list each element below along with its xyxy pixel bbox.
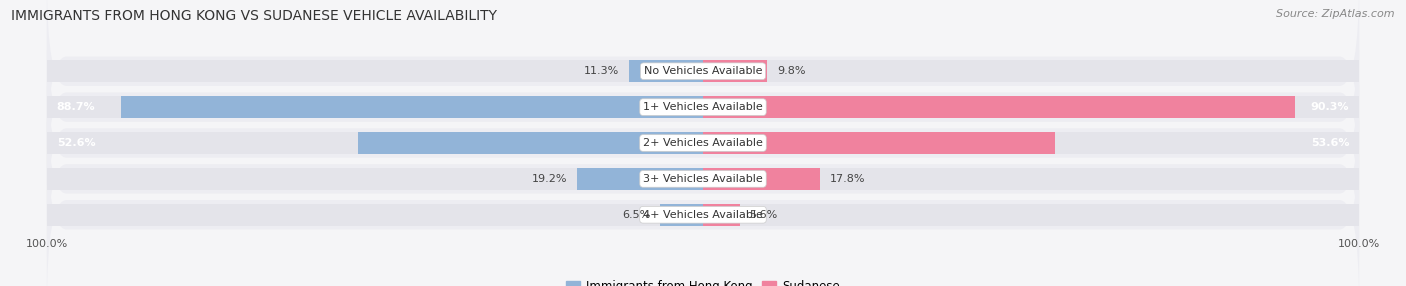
Bar: [121, 96, 703, 118]
Bar: [703, 204, 1360, 226]
Bar: [703, 96, 1295, 118]
Text: 17.8%: 17.8%: [830, 174, 865, 184]
Bar: [703, 60, 1360, 82]
Legend: Immigrants from Hong Kong, Sudanese: Immigrants from Hong Kong, Sudanese: [561, 276, 845, 286]
Text: Source: ZipAtlas.com: Source: ZipAtlas.com: [1277, 9, 1395, 19]
FancyBboxPatch shape: [46, 86, 1360, 272]
Bar: [703, 60, 768, 82]
Bar: [661, 204, 703, 226]
Text: 3+ Vehicles Available: 3+ Vehicles Available: [643, 174, 763, 184]
Bar: [703, 168, 1360, 190]
Bar: [703, 96, 1360, 118]
Bar: [703, 204, 740, 226]
Text: 90.3%: 90.3%: [1310, 102, 1350, 112]
Bar: [576, 168, 703, 190]
Text: 2+ Vehicles Available: 2+ Vehicles Available: [643, 138, 763, 148]
Bar: [628, 60, 703, 82]
Text: 11.3%: 11.3%: [583, 66, 619, 76]
FancyBboxPatch shape: [46, 50, 1360, 236]
Bar: [703, 168, 820, 190]
Bar: [46, 204, 703, 226]
Bar: [703, 132, 1360, 154]
FancyBboxPatch shape: [46, 14, 1360, 200]
Text: 19.2%: 19.2%: [531, 174, 567, 184]
Text: 53.6%: 53.6%: [1310, 138, 1350, 148]
FancyBboxPatch shape: [46, 0, 1360, 164]
Text: 88.7%: 88.7%: [56, 102, 96, 112]
Text: 52.6%: 52.6%: [56, 138, 96, 148]
Bar: [359, 132, 703, 154]
Text: 9.8%: 9.8%: [778, 66, 806, 76]
Bar: [46, 96, 703, 118]
Bar: [703, 132, 1054, 154]
Bar: [46, 168, 703, 190]
Bar: [46, 60, 703, 82]
Text: 5.6%: 5.6%: [749, 210, 778, 220]
Bar: [46, 132, 703, 154]
FancyBboxPatch shape: [46, 122, 1360, 286]
Text: 1+ Vehicles Available: 1+ Vehicles Available: [643, 102, 763, 112]
Text: No Vehicles Available: No Vehicles Available: [644, 66, 762, 76]
Text: IMMIGRANTS FROM HONG KONG VS SUDANESE VEHICLE AVAILABILITY: IMMIGRANTS FROM HONG KONG VS SUDANESE VE…: [11, 9, 498, 23]
Text: 6.5%: 6.5%: [623, 210, 651, 220]
Text: 4+ Vehicles Available: 4+ Vehicles Available: [643, 210, 763, 220]
